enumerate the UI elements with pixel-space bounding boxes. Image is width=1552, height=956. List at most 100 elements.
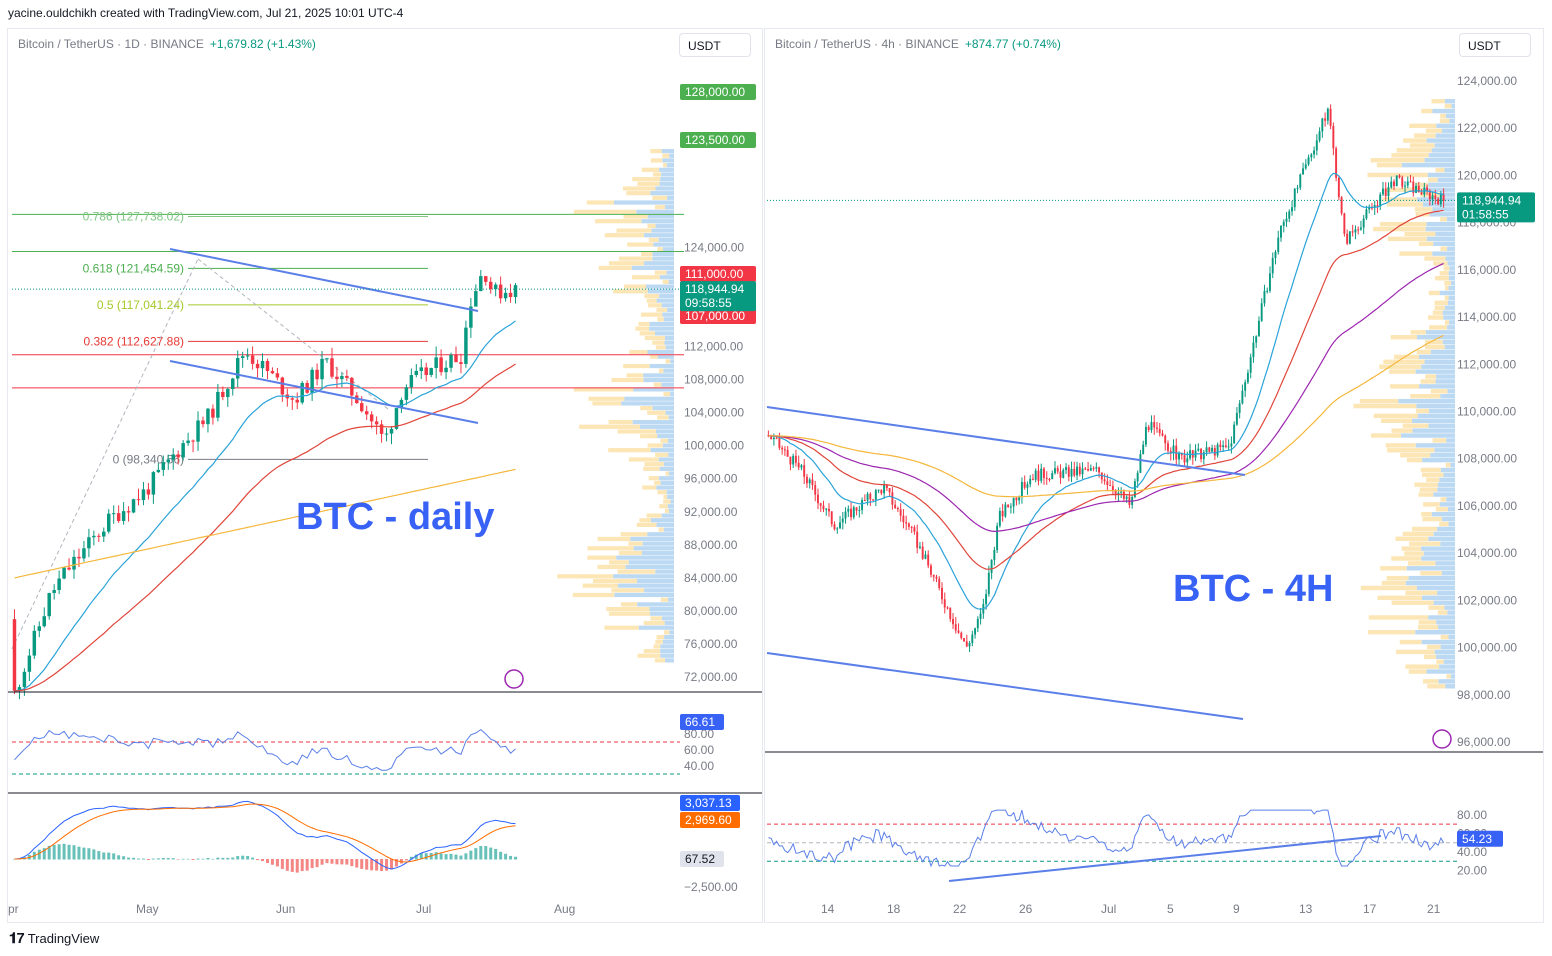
4h-volume-profile-buy-bar	[1440, 192, 1455, 197]
4h-volume-profile-sell-bar	[1428, 605, 1445, 610]
daily-macd-histogram-bar	[246, 856, 250, 860]
4h-chart-canvas[interactable]: 96,000.00 98,000.00 100,000.00 102,000.00 10…	[765, 29, 1543, 922]
4h-change-label: +874.77 (+0.74%)	[964, 37, 1061, 51]
daily-volume-profile-buy-bar	[637, 602, 674, 607]
daily-macd-histogram-bar	[117, 855, 121, 860]
4h-candle	[1318, 131, 1321, 141]
daily-volume-profile-sell-bar	[627, 242, 654, 247]
daily-volume-profile-buy-bar	[640, 424, 674, 429]
4h-moving-average-line	[768, 209, 1444, 570]
daily-volume-profile-buy-bar	[633, 546, 674, 551]
4h-volume-profile-sell-bar	[1408, 669, 1427, 674]
daily-macd-histogram-bar	[464, 853, 468, 860]
4h-candle	[1230, 443, 1233, 447]
daily-candle	[320, 358, 324, 380]
daily-volume-profile-sell-bar	[643, 466, 660, 471]
4h-candle	[1307, 157, 1310, 165]
4h-volume-profile-buy-bar	[1443, 472, 1455, 478]
daily-candle	[409, 375, 414, 388]
4h-candle	[910, 526, 913, 528]
daily-macd-histogram-bar	[236, 856, 240, 860]
daily-volume-profile-sell-bar	[639, 518, 652, 523]
4h-candle	[822, 505, 825, 510]
daily-volume-profile-buy-bar	[638, 625, 674, 630]
4h-candle	[1178, 452, 1180, 460]
4h-candle	[1020, 482, 1023, 497]
4h-candle	[1224, 445, 1227, 447]
daily-macd-histogram-bar	[82, 847, 86, 860]
daily-chart-panel[interactable]: Bitcoin / TetherUS · 1D · BINANCE +1,679.…	[7, 28, 763, 923]
daily-volume-profile-buy-bar	[670, 499, 674, 504]
daily-macd-histogram-bar	[206, 858, 210, 860]
4h-volume-profile-sell-bar	[1440, 497, 1447, 502]
4h-candle	[792, 455, 795, 465]
4h-time-tick: 21	[1427, 902, 1441, 916]
4h-candle	[946, 607, 949, 609]
daily-candle	[176, 454, 180, 458]
4h-volume-profile-buy-bar	[1431, 512, 1455, 517]
daily-candle	[156, 469, 161, 473]
4h-candle	[811, 479, 814, 485]
daily-volume-profile-buy-bar	[650, 448, 674, 453]
daily-volume-profile-buy-bar	[669, 508, 674, 514]
4h-volume-profile-sell-bar	[1420, 467, 1441, 473]
daily-volume-profile-buy-bar	[656, 522, 674, 528]
4h-volume-profile-sell-bar	[1381, 580, 1406, 586]
daily-volume-profile-buy-bar	[637, 578, 674, 584]
daily-macd-histogram-bar	[146, 859, 150, 860]
daily-volume-profile-buy-bar	[662, 247, 674, 252]
4h-price-tick: 104,000.00	[1457, 546, 1517, 560]
4h-volume-profile-sell-bar	[1439, 118, 1450, 124]
4h-volume-profile-sell-bar	[1422, 516, 1443, 522]
daily-macd-histogram-bar	[92, 849, 96, 860]
daily-volume-profile-buy-bar	[652, 406, 674, 411]
daily-price-tag-111000-bg	[680, 266, 756, 282]
4h-volume-profile-sell-bar	[1373, 226, 1426, 232]
4h-volume-profile-sell-bar	[1386, 575, 1409, 581]
tradingview-footer[interactable]: 𝟏7 TradingView	[9, 930, 99, 947]
4h-volume-profile-buy-bar	[1415, 369, 1455, 374]
daily-volume-profile-buy-bar	[663, 317, 674, 322]
daily-currency-button[interactable]: USDT	[679, 33, 751, 57]
daily-macd-histogram-bar	[275, 859, 279, 867]
4h-chart-panel[interactable]: Bitcoin / TetherUS · 4h · BINANCE +874.77…	[764, 28, 1544, 923]
4h-volume-profile-buy-bar	[1449, 320, 1455, 325]
4h-candle	[877, 489, 880, 491]
daily-macd-histogram-bar	[161, 857, 165, 860]
daily-macd-line	[14, 800, 516, 870]
4h-volume-profile-sell-bar	[1437, 610, 1448, 615]
4h-volume-profile-buy-bar	[1435, 231, 1455, 237]
daily-candle	[265, 360, 270, 372]
4h-candle	[1059, 471, 1062, 478]
4h-candle	[1161, 433, 1164, 436]
daily-candle	[503, 292, 508, 299]
4h-candle	[1172, 445, 1175, 454]
daily-chart-canvas[interactable]: 72,000.00 76,000.00 80,000.00 84,000.00 88,0…	[8, 29, 762, 922]
daily-candle	[404, 387, 409, 400]
4h-candle	[1133, 481, 1136, 497]
daily-macd-histogram-bar	[434, 852, 438, 860]
daily-volume-profile-sell-bar	[636, 522, 657, 528]
4h-volume-profile-buy-bar	[1424, 187, 1455, 192]
daily-volume-profile-buy-bar	[631, 265, 674, 271]
daily-volume-profile-sell-bar	[608, 420, 633, 425]
daily-volume-profile-sell-bar	[617, 429, 656, 434]
daily-volume-profile-buy-bar	[660, 644, 674, 649]
4h-candle	[1087, 469, 1090, 471]
daily-candle	[280, 377, 285, 395]
daily-volume-profile-sell-bar	[655, 345, 666, 350]
4h-candle	[1067, 467, 1070, 477]
4h-volume-profile-sell-bar	[1408, 561, 1436, 566]
4h-candle	[1426, 187, 1429, 191]
4h-currency-button[interactable]: USDT	[1459, 33, 1531, 57]
daily-macd-signal-tag: 2,969.60	[685, 813, 732, 827]
daily-volume-profile-sell-bar	[643, 620, 665, 626]
daily-candle	[484, 276, 488, 282]
tradingview-brand: TradingView	[27, 931, 100, 946]
daily-volume-profile-sell-bar	[647, 410, 666, 415]
4h-volume-profile-sell-bar	[1416, 349, 1431, 355]
4h-candle	[1321, 118, 1324, 132]
4h-volume-profile-buy-bar	[1401, 162, 1455, 168]
daily-candle	[166, 459, 171, 463]
daily-volume-profile-buy-bar	[663, 527, 674, 532]
